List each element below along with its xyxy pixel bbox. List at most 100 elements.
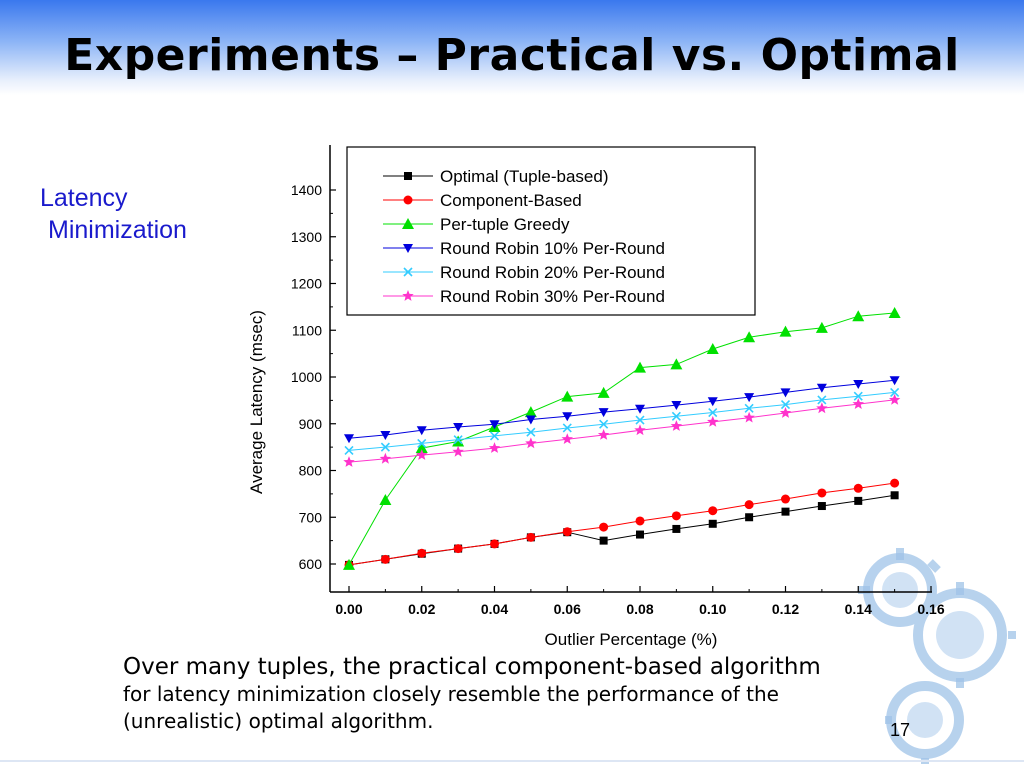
data-point bbox=[525, 415, 536, 425]
y-tick-label: 1100 bbox=[292, 322, 322, 338]
data-point bbox=[599, 419, 609, 429]
legend-marker bbox=[404, 172, 412, 180]
data-point bbox=[672, 524, 681, 533]
data-point bbox=[636, 530, 644, 539]
series-line bbox=[348, 482, 895, 566]
data-point bbox=[344, 445, 354, 455]
caption-line3: (unrealistic) optimal algorithm. bbox=[123, 709, 434, 733]
data-point bbox=[853, 380, 864, 390]
data-point bbox=[415, 442, 428, 454]
series-3 bbox=[344, 376, 900, 444]
side-label-line2: Minimization bbox=[48, 216, 187, 244]
data-point bbox=[599, 522, 609, 532]
data-point bbox=[779, 325, 792, 337]
legend-marker bbox=[403, 244, 413, 253]
data-point bbox=[817, 488, 827, 498]
data-point bbox=[853, 483, 863, 493]
data-point bbox=[635, 404, 645, 414]
data-point bbox=[781, 507, 790, 516]
y-tick-label: 1400 bbox=[291, 182, 322, 198]
data-point bbox=[706, 342, 719, 354]
data-point bbox=[888, 393, 901, 405]
data-point bbox=[416, 449, 428, 460]
y-tick-label: 700 bbox=[299, 509, 323, 525]
y-tick-label: 800 bbox=[299, 463, 323, 479]
legend-label: Optimal (Tuple-based) bbox=[440, 167, 609, 186]
data-point bbox=[743, 411, 755, 423]
data-point bbox=[598, 408, 609, 418]
data-point bbox=[890, 478, 900, 488]
x-tick-label: 0.02 bbox=[408, 601, 435, 617]
x-tick-label: 0.16 bbox=[917, 601, 944, 617]
data-point bbox=[852, 310, 865, 322]
data-point bbox=[635, 415, 645, 425]
data-point bbox=[562, 423, 572, 433]
data-point bbox=[380, 442, 390, 452]
data-point bbox=[781, 494, 790, 504]
data-point bbox=[815, 321, 828, 333]
data-point bbox=[707, 397, 718, 407]
data-point bbox=[417, 548, 427, 558]
x-tick-label: 0.06 bbox=[554, 601, 581, 617]
data-point bbox=[380, 430, 391, 440]
y-tick-label: 900 bbox=[299, 416, 323, 432]
series-layer bbox=[343, 306, 901, 570]
x-tick-label: 0.10 bbox=[699, 601, 726, 617]
series-0 bbox=[345, 491, 899, 569]
y-tick-label: 1300 bbox=[291, 229, 322, 245]
legend-label: Per-tuple Greedy bbox=[440, 215, 570, 234]
data-point bbox=[343, 456, 355, 467]
data-point bbox=[452, 435, 465, 447]
data-point bbox=[524, 406, 537, 418]
legend-marker bbox=[403, 267, 413, 277]
data-point bbox=[344, 434, 354, 444]
data-point bbox=[597, 429, 610, 440]
caption-line1: Over many tuples, the practical componen… bbox=[123, 654, 821, 680]
data-point bbox=[526, 532, 536, 542]
data-point bbox=[634, 361, 646, 373]
data-point bbox=[561, 390, 574, 402]
slide-title: Experiments – Practical vs. Optimal bbox=[64, 30, 960, 81]
data-point bbox=[744, 403, 754, 413]
axes-layer: 600 700 800 900 1000 1100 1200 1300 1400 0.00 0.02… bbox=[247, 145, 945, 649]
series-4 bbox=[344, 387, 900, 455]
legend-marker bbox=[402, 218, 414, 229]
data-point bbox=[453, 423, 464, 433]
data-point bbox=[488, 442, 501, 453]
x-tick-label: 0.00 bbox=[335, 601, 362, 617]
data-point bbox=[744, 393, 755, 403]
data-point bbox=[671, 401, 682, 411]
data-point bbox=[853, 391, 863, 401]
data-point bbox=[453, 544, 463, 554]
legend-marker bbox=[403, 195, 413, 205]
data-point bbox=[889, 376, 900, 386]
data-point bbox=[816, 383, 827, 393]
data-point bbox=[888, 306, 901, 318]
data-point bbox=[745, 513, 754, 522]
y-tick-label: 600 bbox=[299, 556, 323, 572]
data-point bbox=[380, 554, 390, 564]
data-point bbox=[780, 388, 791, 398]
x-tick-label: 0.14 bbox=[845, 601, 872, 617]
series-line bbox=[348, 494, 895, 566]
x-tick-label: 0.04 bbox=[481, 601, 508, 617]
data-point bbox=[890, 387, 900, 397]
gear-decoration-icon bbox=[858, 548, 1016, 764]
data-point bbox=[635, 516, 645, 526]
series-line bbox=[348, 399, 895, 463]
y-tick-label: 1000 bbox=[291, 369, 322, 385]
data-point bbox=[417, 438, 427, 448]
data-point bbox=[816, 402, 828, 414]
data-point bbox=[379, 452, 392, 464]
data-point bbox=[453, 435, 463, 445]
series-1 bbox=[344, 478, 900, 570]
data-point bbox=[743, 331, 756, 343]
data-point bbox=[379, 493, 392, 505]
data-point bbox=[670, 358, 683, 370]
side-label-line1: Latency bbox=[40, 184, 128, 212]
legend-label: Round Robin 30% Per-Round bbox=[440, 287, 665, 306]
data-point bbox=[708, 506, 718, 516]
data-point bbox=[708, 407, 718, 418]
x-tick-label: 0.12 bbox=[772, 601, 799, 617]
